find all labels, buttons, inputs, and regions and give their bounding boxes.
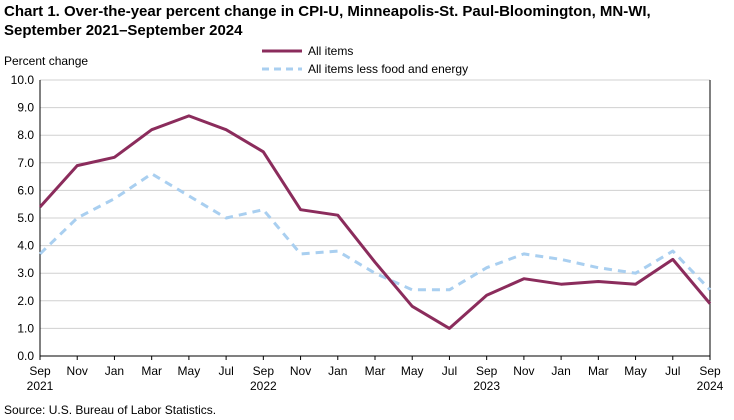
x-tick-label: Jan bbox=[105, 364, 124, 378]
y-tick-label: 10.0 bbox=[11, 73, 35, 87]
legend-item-all-items: All items bbox=[262, 42, 468, 60]
x-tick-label: May bbox=[178, 364, 201, 378]
x-tick-label: Jul bbox=[442, 364, 457, 378]
x-tick-year-label: 2023 bbox=[473, 379, 500, 393]
x-tick-label: Jan bbox=[328, 364, 347, 378]
x-tick-label: May bbox=[624, 364, 647, 378]
y-tick-label: 4.0 bbox=[17, 239, 34, 253]
legend-swatch-all-items bbox=[262, 49, 302, 53]
y-axis-label: Percent change bbox=[4, 54, 89, 68]
legend: All items All items less food and energy bbox=[262, 42, 468, 78]
series-line-all-items bbox=[38, 114, 712, 330]
x-tick-label: Jul bbox=[665, 364, 680, 378]
y-tick-label: 5.0 bbox=[17, 211, 34, 225]
x-tick-label: Mar bbox=[588, 364, 609, 378]
x-tick-label: Sep bbox=[699, 364, 721, 378]
x-tick-label: Nov bbox=[290, 364, 311, 378]
chart-title: Chart 1. Over-the-year percent change in… bbox=[4, 3, 651, 39]
x-tick-year-label: 2024 bbox=[697, 379, 724, 393]
x-tick-label: Jul bbox=[218, 364, 233, 378]
y-tick-label: 2.0 bbox=[17, 294, 34, 308]
x-tick-label: Mar bbox=[365, 364, 386, 378]
y-tick-label: 7.0 bbox=[17, 156, 34, 170]
x-tick-label: Nov bbox=[513, 364, 534, 378]
legend-label-all-items: All items bbox=[308, 44, 354, 58]
legend-label-core: All items less food and energy bbox=[308, 62, 469, 76]
y-tick-label: 0.0 bbox=[17, 349, 34, 363]
x-tick-label: Nov bbox=[67, 364, 88, 378]
x-tick-label: Mar bbox=[141, 364, 162, 378]
x-tick-label: May bbox=[401, 364, 424, 378]
y-tick-label: 3.0 bbox=[17, 266, 34, 280]
y-tick-label: 6.0 bbox=[17, 183, 34, 197]
y-tick-label: 8.0 bbox=[17, 128, 34, 142]
x-tick-year-label: 2021 bbox=[27, 379, 54, 393]
y-tick-label: 9.0 bbox=[17, 101, 34, 115]
x-tick-label: Sep bbox=[476, 364, 498, 378]
x-tick-label: Sep bbox=[253, 364, 275, 378]
legend-swatch-core bbox=[262, 67, 302, 71]
source-note: Source: U.S. Bureau of Labor Statistics. bbox=[4, 403, 217, 417]
x-tick-label: Sep bbox=[29, 364, 51, 378]
x-tick-year-label: 2022 bbox=[250, 379, 277, 393]
legend-item-core: All items less food and energy bbox=[262, 60, 468, 78]
x-tick-label: Jan bbox=[551, 364, 570, 378]
y-tick-label: 1.0 bbox=[17, 321, 34, 335]
